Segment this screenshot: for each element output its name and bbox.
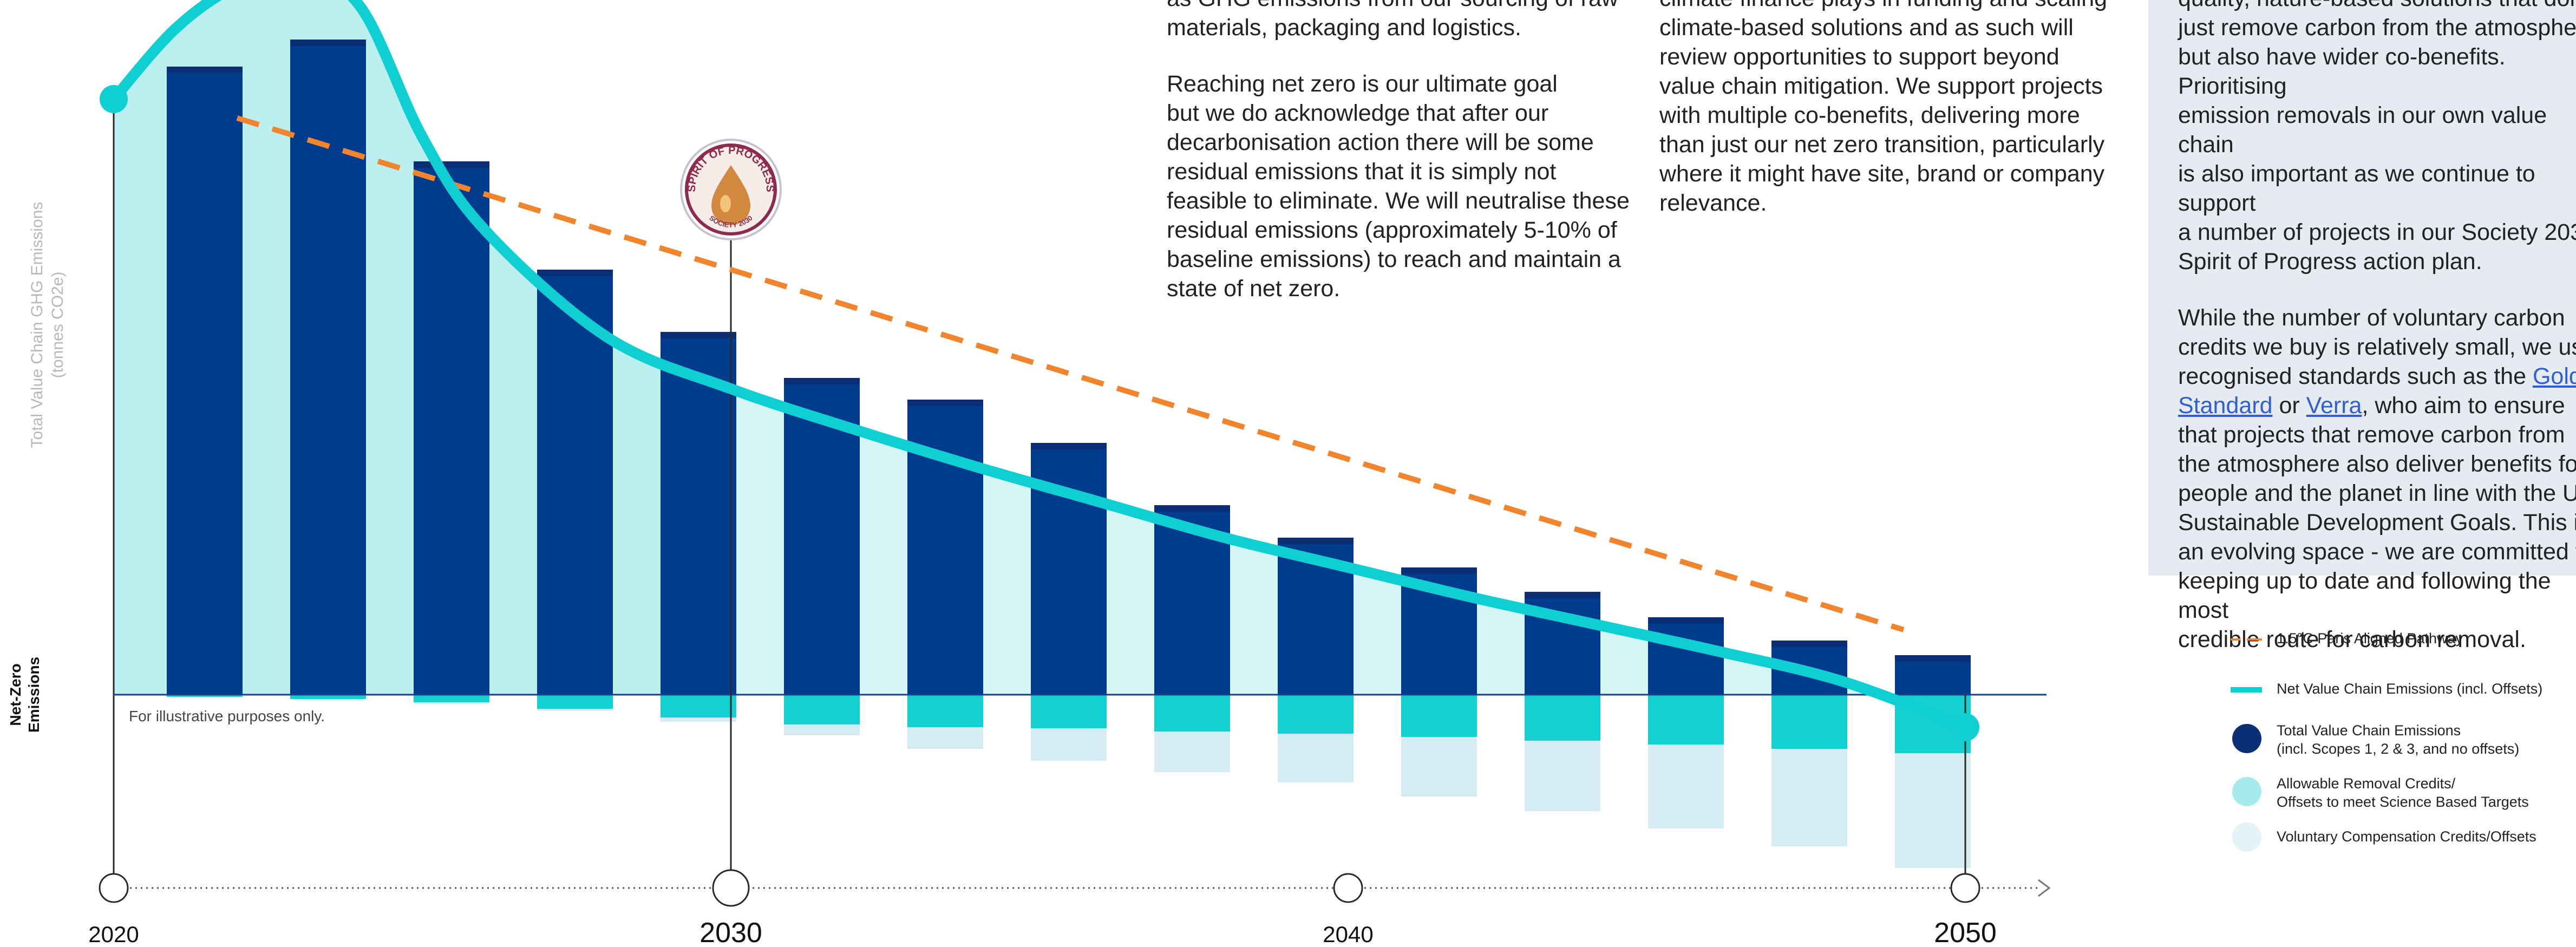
bar-total-cap-2030: [661, 332, 736, 338]
bar-total-cap-2036: [1031, 443, 1107, 449]
axes-layer: [99, 87, 2051, 907]
labels-layer: 2020 2030 2040 2050 Total Value Chain GHG Em…: [7, 202, 1997, 947]
bar-total-cap-2050: [1895, 655, 1971, 662]
body-column-2: climate finance plays in funding and sca…: [1659, 0, 2120, 245]
y-axis-label: Total Value Chain GHG Emissions (tonnes C…: [28, 202, 67, 448]
bar-allowable-2040: [1278, 695, 1354, 734]
bar-total-cap-2026: [414, 161, 489, 168]
bar-allowable-2028: [537, 695, 613, 709]
bar-allowable-2032: [784, 695, 860, 724]
lines-layer: [100, 0, 1979, 741]
teal-circle-icon: [2232, 777, 2261, 806]
net-emissions-curve: [108, 0, 1971, 733]
x-tick-label-2050: 2050: [1934, 917, 1997, 947]
bar-total-2024: [290, 40, 366, 695]
bar-allowable-2042: [1401, 695, 1477, 737]
net-curve-end-point: [1951, 713, 1979, 741]
bar-total-2046: [1648, 617, 1724, 695]
x-tick-marker-2030: [712, 869, 750, 907]
pale-circle-icon: [2232, 822, 2261, 852]
zero-axis-label-line: Net-Zero: [7, 663, 24, 726]
col1-paragraph-1: as GHG emissions from our sourcing of ra…: [1167, 0, 1618, 41]
bar-total-2050: [1895, 655, 1971, 695]
x-tick-marker-2040: [1333, 873, 1363, 903]
bar-total-2026: [414, 161, 489, 695]
legend-label-paris: 1.5°C Paris Aligned Pathway: [2277, 630, 2463, 646]
x-tick-marker-2020: [99, 873, 129, 903]
bar-total-cap-2044: [1525, 592, 1600, 598]
y-axis-label-line: Total Value Chain GHG Emissions: [28, 202, 46, 448]
bar-total-cap-2040: [1278, 538, 1354, 544]
bars-layer: [167, 40, 1971, 868]
bar-total-cap-2028: [537, 270, 613, 276]
spirit-of-progress-badge: SPIRIT OF PROGRESS SOCIETY 2030: [680, 139, 782, 240]
y-axis-label-line: (tonnes CO2e): [49, 272, 67, 378]
x-tick-label-2020: 2020: [88, 922, 139, 947]
bar-total-cap-2046: [1648, 617, 1724, 624]
col2-paragraph-1: climate finance plays in funding and sca…: [1659, 0, 2107, 216]
info-side-panel: quality, nature-based solutions that don…: [2148, 0, 2576, 652]
side-paragraph-2: While the number of voluntary carbon cre…: [2178, 303, 2576, 654]
bar-total-cap-2024: [290, 40, 366, 46]
side-paragraph-1: quality, nature-based solutions that don…: [2178, 0, 2576, 275]
body-column-1: as GHG emissions from our sourcing of ra…: [1167, 0, 1632, 330]
illustrative-note: For illustrative purposes only.: [129, 708, 325, 724]
bar-allowable-2034: [907, 695, 983, 727]
bar-allowable-2038: [1154, 695, 1230, 732]
bar-total-cap-2048: [1771, 641, 1847, 647]
bar-total-cap-2042: [1401, 567, 1477, 574]
zero-axis-label: Net-Zero Emissions: [7, 657, 42, 733]
legend-label-net: Net Value Chain Emissions (incl. Offsets…: [2277, 681, 2543, 697]
bar-total-2028: [537, 270, 613, 695]
zero-axis-label-line: Emissions: [25, 657, 42, 733]
x-tick-label-2040: 2040: [1323, 922, 1373, 947]
bar-total-cap-2038: [1154, 505, 1230, 512]
legend-label-voluntary: Voluntary Compensation Credits/Offsets: [2277, 828, 2536, 845]
side-p2-text-c: , who aim to ensure that projects that r…: [2178, 393, 2576, 652]
bar-allowable-2036: [1031, 695, 1107, 728]
verra-link[interactable]: Verra: [2306, 393, 2362, 419]
solid-line-icon: [2231, 687, 2262, 693]
net-curve-start-point: [100, 85, 128, 113]
bar-total-cap-2022: [167, 67, 243, 73]
side-panel-text: quality, nature-based solutions that don…: [2178, 0, 2576, 681]
bar-allowable-2030: [661, 695, 736, 717]
bar-total-2022: [167, 67, 243, 695]
bar-allowable-2024: [290, 695, 366, 699]
gold-standard-link[interactable]: Gold Standard: [2178, 363, 2576, 419]
bar-total-cap-2034: [907, 400, 983, 406]
paris-pathway-line: [236, 115, 1905, 632]
bar-allowable-2022: [167, 695, 243, 697]
bar-allowable-2044: [1525, 695, 1600, 741]
bar-total-cap-2032: [784, 378, 860, 384]
bar-total-2030: [661, 332, 736, 695]
col1-paragraph-2: Reaching net zero is our ultimate goal b…: [1167, 71, 1630, 302]
x-tick-marker-2050: [1950, 873, 1980, 903]
dashed-line-icon: [2231, 638, 2262, 641]
side-p2-text-b: or: [2272, 393, 2306, 419]
legend-label-allowable: Allowable Removal Credits/ Offsets to me…: [2277, 775, 2529, 810]
x-tick-label-2030: 2030: [699, 917, 762, 947]
bar-allowable-2026: [414, 695, 489, 702]
side-p2-text-a: While the number of voluntary carbon cre…: [2178, 305, 2576, 389]
legend-label-total: Total Value Chain Emissions (incl. Scope…: [2277, 722, 2520, 757]
time-axis-arrow: [2038, 879, 2051, 897]
bar-allowable-2046: [1648, 695, 1724, 744]
dark-circle-icon: [2232, 724, 2261, 753]
bar-allowable-2048: [1771, 695, 1847, 749]
